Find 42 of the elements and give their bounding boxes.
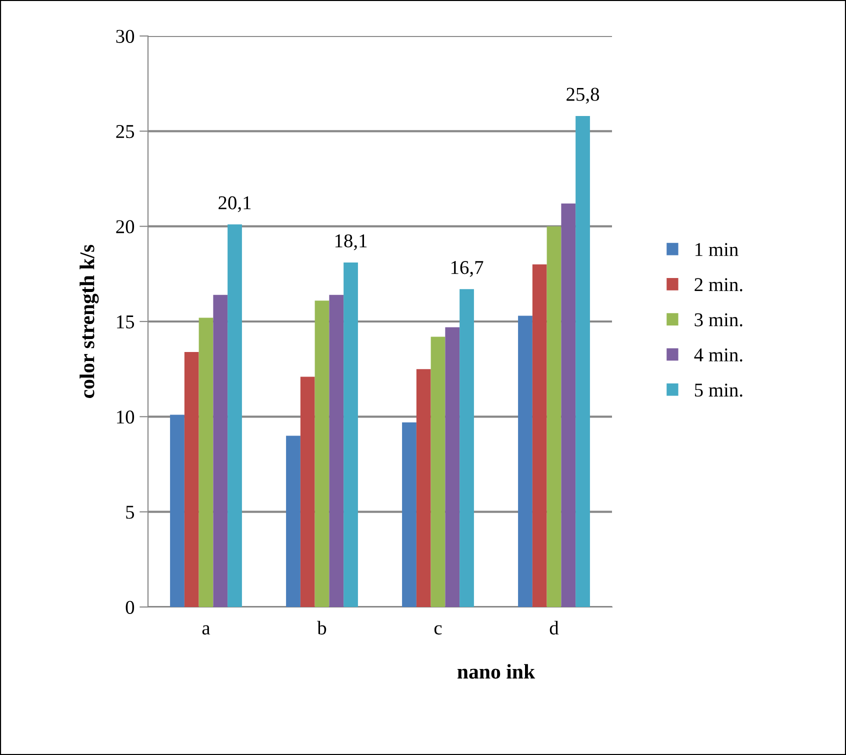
x-tick-label: b: [317, 620, 326, 635]
legend-label: 3 min.: [694, 313, 742, 326]
bar: [518, 316, 532, 607]
bar: [561, 203, 576, 607]
bar: [460, 289, 474, 607]
legend-label: 2 min.: [694, 278, 742, 292]
legend-label: 4 min.: [694, 348, 742, 362]
bar: [576, 116, 590, 607]
bar: [314, 300, 330, 607]
x-tick-label: c: [434, 625, 442, 635]
bar: [532, 264, 547, 607]
legend-label: 5 min.: [694, 384, 742, 397]
y-tick-label: 0: [126, 600, 134, 614]
bar: [546, 226, 562, 607]
bar: [228, 224, 242, 607]
bar: [170, 414, 184, 607]
x-axis-title: nano ink: [457, 664, 536, 679]
data-label: 25,8: [566, 88, 600, 104]
y-tick-label: 10: [117, 410, 134, 424]
bar: [430, 336, 446, 607]
bar: [329, 294, 344, 607]
x-tick-label: a: [202, 625, 210, 635]
legend-label: 1 min: [696, 243, 738, 256]
data-label: 18,1: [335, 234, 367, 250]
bar: [344, 262, 358, 607]
bar: [198, 318, 214, 607]
bar: [445, 327, 460, 607]
bar: [286, 436, 300, 607]
bar: [300, 376, 315, 607]
y-axis-title: color strength k/s: [80, 244, 99, 398]
data-label: 16,7: [451, 261, 484, 277]
y-tick-label: 30: [116, 30, 134, 43]
y-tick-label: 15: [117, 315, 134, 328]
bar: [213, 294, 228, 607]
bar: [416, 369, 431, 607]
y-tick-label: 25: [116, 125, 134, 138]
y-tick-label: 20: [116, 220, 134, 234]
data-label: 20,1: [218, 196, 251, 212]
bar: [184, 352, 199, 607]
bar: [402, 422, 416, 607]
y-tick-label: 5: [126, 506, 134, 519]
x-tick-label: d: [550, 620, 559, 635]
